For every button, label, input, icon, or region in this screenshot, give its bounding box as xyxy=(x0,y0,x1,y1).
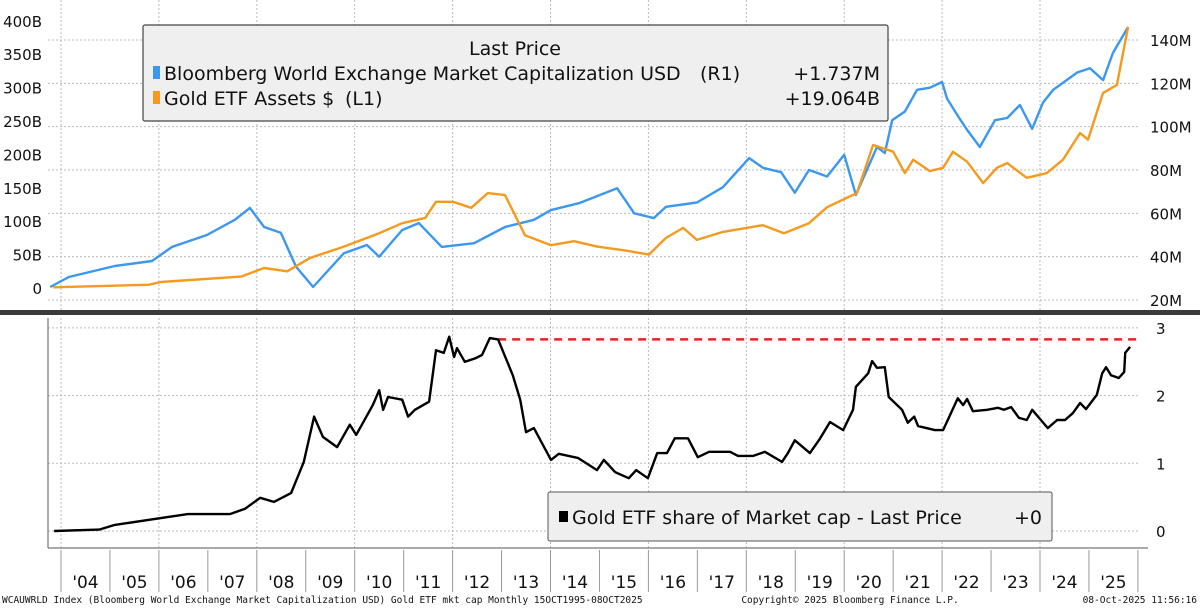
right-axis-tick-label: 40M xyxy=(1150,249,1182,267)
x-axis-year-label: '05 xyxy=(121,573,147,593)
top-legend-box xyxy=(142,24,889,122)
right-axis-tick-label: 20M xyxy=(1150,292,1182,310)
legend-entry-last: +0 xyxy=(1014,507,1042,529)
legend-title: Last Price xyxy=(469,38,561,60)
left-axis-tick-label: 0 xyxy=(32,280,42,298)
left-axis-tick-label: 400B xyxy=(3,13,42,31)
footer-copyright: Copyright© 2025 Bloomberg Finance L.P. xyxy=(741,595,958,606)
series-layer xyxy=(49,26,1138,533)
legend-swatch-black xyxy=(559,511,568,522)
footer-source: WCAUWRLD Index (Bloomberg World Exchange… xyxy=(2,595,643,606)
x-axis-year-label: '15 xyxy=(611,573,637,593)
bottom-right-axis-tick-label: 0 xyxy=(1156,523,1166,541)
footer-timestamp: 08-Oct-2025 11:56:16 xyxy=(1083,595,1198,606)
right-axis-tick-label: 80M xyxy=(1150,162,1182,180)
x-axis-year-label: '18 xyxy=(758,573,784,593)
right-axis-tick-label: 100M xyxy=(1150,119,1192,137)
legend-entry-last: +19.064B xyxy=(785,88,880,110)
x-axis-year-label: '14 xyxy=(562,573,588,593)
x-axis-year-label: '13 xyxy=(513,573,539,593)
bottom-legend: Gold ETF share of Market cap - Last Pric… xyxy=(547,491,1053,542)
left-axis-tick-label: 100B xyxy=(3,213,42,231)
top-legend: Last Price Bloomberg World Exchange Mark… xyxy=(142,24,889,122)
x-axis-year-label: '22 xyxy=(953,573,979,593)
x-axis-year-label: '10 xyxy=(366,573,392,593)
legend-entry-last: +1.737M xyxy=(793,63,880,85)
bottom-right-axis-tick-label: 2 xyxy=(1156,388,1166,406)
gold-etf-assets-line xyxy=(53,26,1130,289)
x-axis-year-label: '23 xyxy=(1002,573,1028,593)
bottom-right-axis-tick-label: 1 xyxy=(1156,455,1166,473)
panel-divider xyxy=(0,310,1200,315)
axes: 20M 40M 60M 80M 100M 120M 140M 0 50B 100B 150B 200B… xyxy=(0,13,1200,593)
legend-entry-name: Bloomberg World Exchange Market Capitali… xyxy=(164,63,681,85)
left-axis-tick-label: 50B xyxy=(13,247,42,265)
legend-entry-axis: (R1) xyxy=(700,63,740,85)
x-axis-year-label: '24 xyxy=(1051,573,1077,593)
left-axis-tick-label: 150B xyxy=(3,180,42,198)
x-axis-year-label: '06 xyxy=(170,573,196,593)
bottom-right-axis-tick-label: 3 xyxy=(1156,320,1166,338)
world-market-cap-line xyxy=(49,26,1130,289)
x-axis-year-label: '04 xyxy=(72,573,98,593)
left-axis-tick-label: 350B xyxy=(3,46,42,64)
legend-entry-name: Gold ETF share of Market cap - Last Pric… xyxy=(572,507,962,529)
left-axis-tick-label: 250B xyxy=(3,113,42,131)
right-axis-tick-label: 60M xyxy=(1150,205,1182,223)
gold-etf-share-line xyxy=(54,335,1132,533)
left-axis-tick-label: 200B xyxy=(3,146,42,164)
x-axis-year-label: '25 xyxy=(1100,573,1126,593)
bottom-legend-box xyxy=(547,491,1053,542)
x-axis-year-label: '20 xyxy=(856,573,882,593)
x-axis-year-label: '21 xyxy=(904,573,930,593)
legend-swatch-blue xyxy=(153,66,160,79)
legend-entry-axis: (L1) xyxy=(345,88,383,110)
x-axis-year-label: '19 xyxy=(807,573,833,593)
x-axis-year-label: '09 xyxy=(317,573,343,593)
x-axis-year-label: '16 xyxy=(660,573,686,593)
x-axis-year-label: '11 xyxy=(415,573,441,593)
x-axis-year-label: '08 xyxy=(268,573,294,593)
left-axis-tick-label: 300B xyxy=(3,80,42,98)
right-axis-tick-label: 120M xyxy=(1150,75,1192,93)
x-axis-year-label: '17 xyxy=(709,573,735,593)
x-axis-year-label: '12 xyxy=(464,573,490,593)
right-axis-tick-label: 140M xyxy=(1150,32,1192,50)
x-axis-year-label: '07 xyxy=(219,573,245,593)
legend-swatch-orange xyxy=(153,91,160,104)
legend-entry-name: Gold ETF Assets $ xyxy=(164,88,334,110)
